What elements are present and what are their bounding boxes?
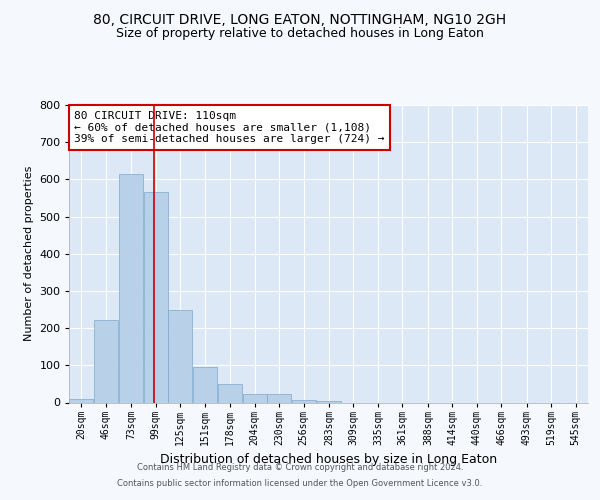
Bar [218, 384, 242, 402]
Text: 80, CIRCUIT DRIVE, LONG EATON, NOTTINGHAM, NG10 2GH: 80, CIRCUIT DRIVE, LONG EATON, NOTTINGHA… [94, 12, 506, 26]
Bar [242, 394, 266, 402]
X-axis label: Distribution of detached houses by size in Long Eaton: Distribution of detached houses by size … [160, 453, 497, 466]
Bar [143, 192, 167, 402]
Bar [317, 400, 341, 402]
Bar [267, 394, 291, 402]
Bar [168, 310, 192, 402]
Text: Size of property relative to detached houses in Long Eaton: Size of property relative to detached ho… [116, 28, 484, 40]
Bar [292, 400, 316, 402]
Bar [193, 367, 217, 402]
Bar [69, 399, 93, 402]
Text: Contains HM Land Registry data © Crown copyright and database right 2024.: Contains HM Land Registry data © Crown c… [137, 464, 463, 472]
Y-axis label: Number of detached properties: Number of detached properties [24, 166, 34, 342]
Text: 80 CIRCUIT DRIVE: 110sqm
← 60% of detached houses are smaller (1,108)
39% of sem: 80 CIRCUIT DRIVE: 110sqm ← 60% of detach… [74, 111, 385, 144]
Bar [119, 174, 143, 402]
Bar [94, 320, 118, 402]
Text: Contains public sector information licensed under the Open Government Licence v3: Contains public sector information licen… [118, 478, 482, 488]
